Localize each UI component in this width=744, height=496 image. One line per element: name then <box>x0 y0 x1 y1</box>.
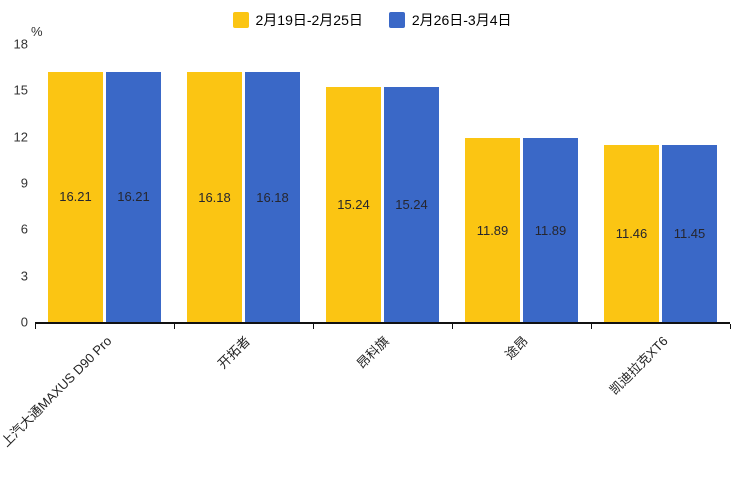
y-tick-label: 6 <box>20 221 28 237</box>
bar-value-label: 16.21 <box>117 189 150 205</box>
bar-series-1-cat-3[interactable]: 11.89 <box>523 138 578 322</box>
x-axis: 上汽大通MAXUS D90 Pro 开拓者 昂科旗 途昂 凯迪拉克XT6 <box>0 324 731 474</box>
bar-series-0-cat-4[interactable]: 11.46 <box>604 145 659 322</box>
legend-item-series-0[interactable]: 2月19日-2月25日 <box>232 12 363 28</box>
bar-series-1-cat-0[interactable]: 16.21 <box>106 71 161 322</box>
bar-group: 16.21 16.21 <box>35 44 174 322</box>
y-tick-label: 3 <box>20 268 28 284</box>
bar-series-0-cat-3[interactable]: 11.89 <box>465 138 520 322</box>
chart-page: 2月19日-2月25日 2月26日-3月4日 % 0 3 6 9 12 15 18 16.21… <box>0 0 744 474</box>
bar-value-label: 11.46 <box>615 226 648 241</box>
legend-swatch <box>388 12 405 28</box>
x-axis-label: 开拓者 <box>215 333 254 372</box>
legend-item-series-1[interactable]: 2月26日-3月4日 <box>388 12 512 28</box>
x-axis-tick <box>34 324 36 329</box>
bar-series-0-cat-2[interactable]: 15.24 <box>326 86 381 322</box>
bar-group: 11.89 11.89 <box>452 44 591 322</box>
bar-value-label: 11.89 <box>534 222 567 238</box>
x-axis-tick <box>312 324 314 329</box>
y-axis-unit-label: % <box>31 24 43 39</box>
bar-value-label: 16.18 <box>256 189 289 205</box>
x-axis-tick <box>173 324 175 329</box>
y-tick-label: 0 <box>20 314 28 330</box>
bar-series-0-cat-0[interactable]: 16.21 <box>48 71 103 322</box>
y-tick-label: 9 <box>20 175 28 191</box>
y-tick-label: 12 <box>13 129 28 145</box>
bar-value-label: 15.24 <box>337 196 370 212</box>
bar-value-label: 11.89 <box>476 222 509 238</box>
x-axis-label: 上汽大通MAXUS D90 Pro <box>0 333 115 450</box>
bar-value-label: 16.21 <box>59 189 92 205</box>
bar-series-0-cat-1[interactable]: 16.18 <box>187 72 242 322</box>
bar-value-label: 16.18 <box>198 189 231 205</box>
bar-group: 16.18 16.18 <box>174 44 313 322</box>
bar-chart: % 0 3 6 9 12 15 18 16.21 16.21 16.18 16.18 15.24 15… <box>0 24 731 474</box>
bar-value-label: 11.45 <box>673 226 706 242</box>
x-axis-tick <box>729 324 731 329</box>
x-axis-label: 昂科旗 <box>354 333 393 372</box>
bar-series-1-cat-2[interactable]: 15.24 <box>384 86 439 322</box>
bar-series-1-cat-1[interactable]: 16.18 <box>245 72 300 322</box>
x-axis-label: 凯迪拉克XT6 <box>606 333 671 398</box>
x-axis-label: 途昂 <box>502 333 532 363</box>
legend-label: 2月19日-2月25日 <box>255 12 363 28</box>
bar-value-label: 15.24 <box>395 196 428 212</box>
plot-area: 16.21 16.21 16.18 16.18 15.24 15.24 11.89 11.89… <box>35 44 730 324</box>
bar-group: 11.46 11.45 <box>591 44 730 322</box>
x-axis-tick <box>451 324 453 329</box>
y-axis: 0 3 6 9 12 15 18 <box>0 38 28 329</box>
legend-swatch <box>232 12 249 28</box>
legend-label: 2月26日-3月4日 <box>411 12 512 28</box>
y-tick-label: 18 <box>13 36 28 52</box>
bar-group: 15.24 15.24 <box>313 44 452 322</box>
chart-legend: 2月19日-2月25日 2月26日-3月4日 <box>0 0 744 32</box>
y-tick-label: 15 <box>13 82 28 98</box>
bar-series-1-cat-4[interactable]: 11.45 <box>662 145 717 322</box>
x-axis-tick <box>590 324 592 329</box>
